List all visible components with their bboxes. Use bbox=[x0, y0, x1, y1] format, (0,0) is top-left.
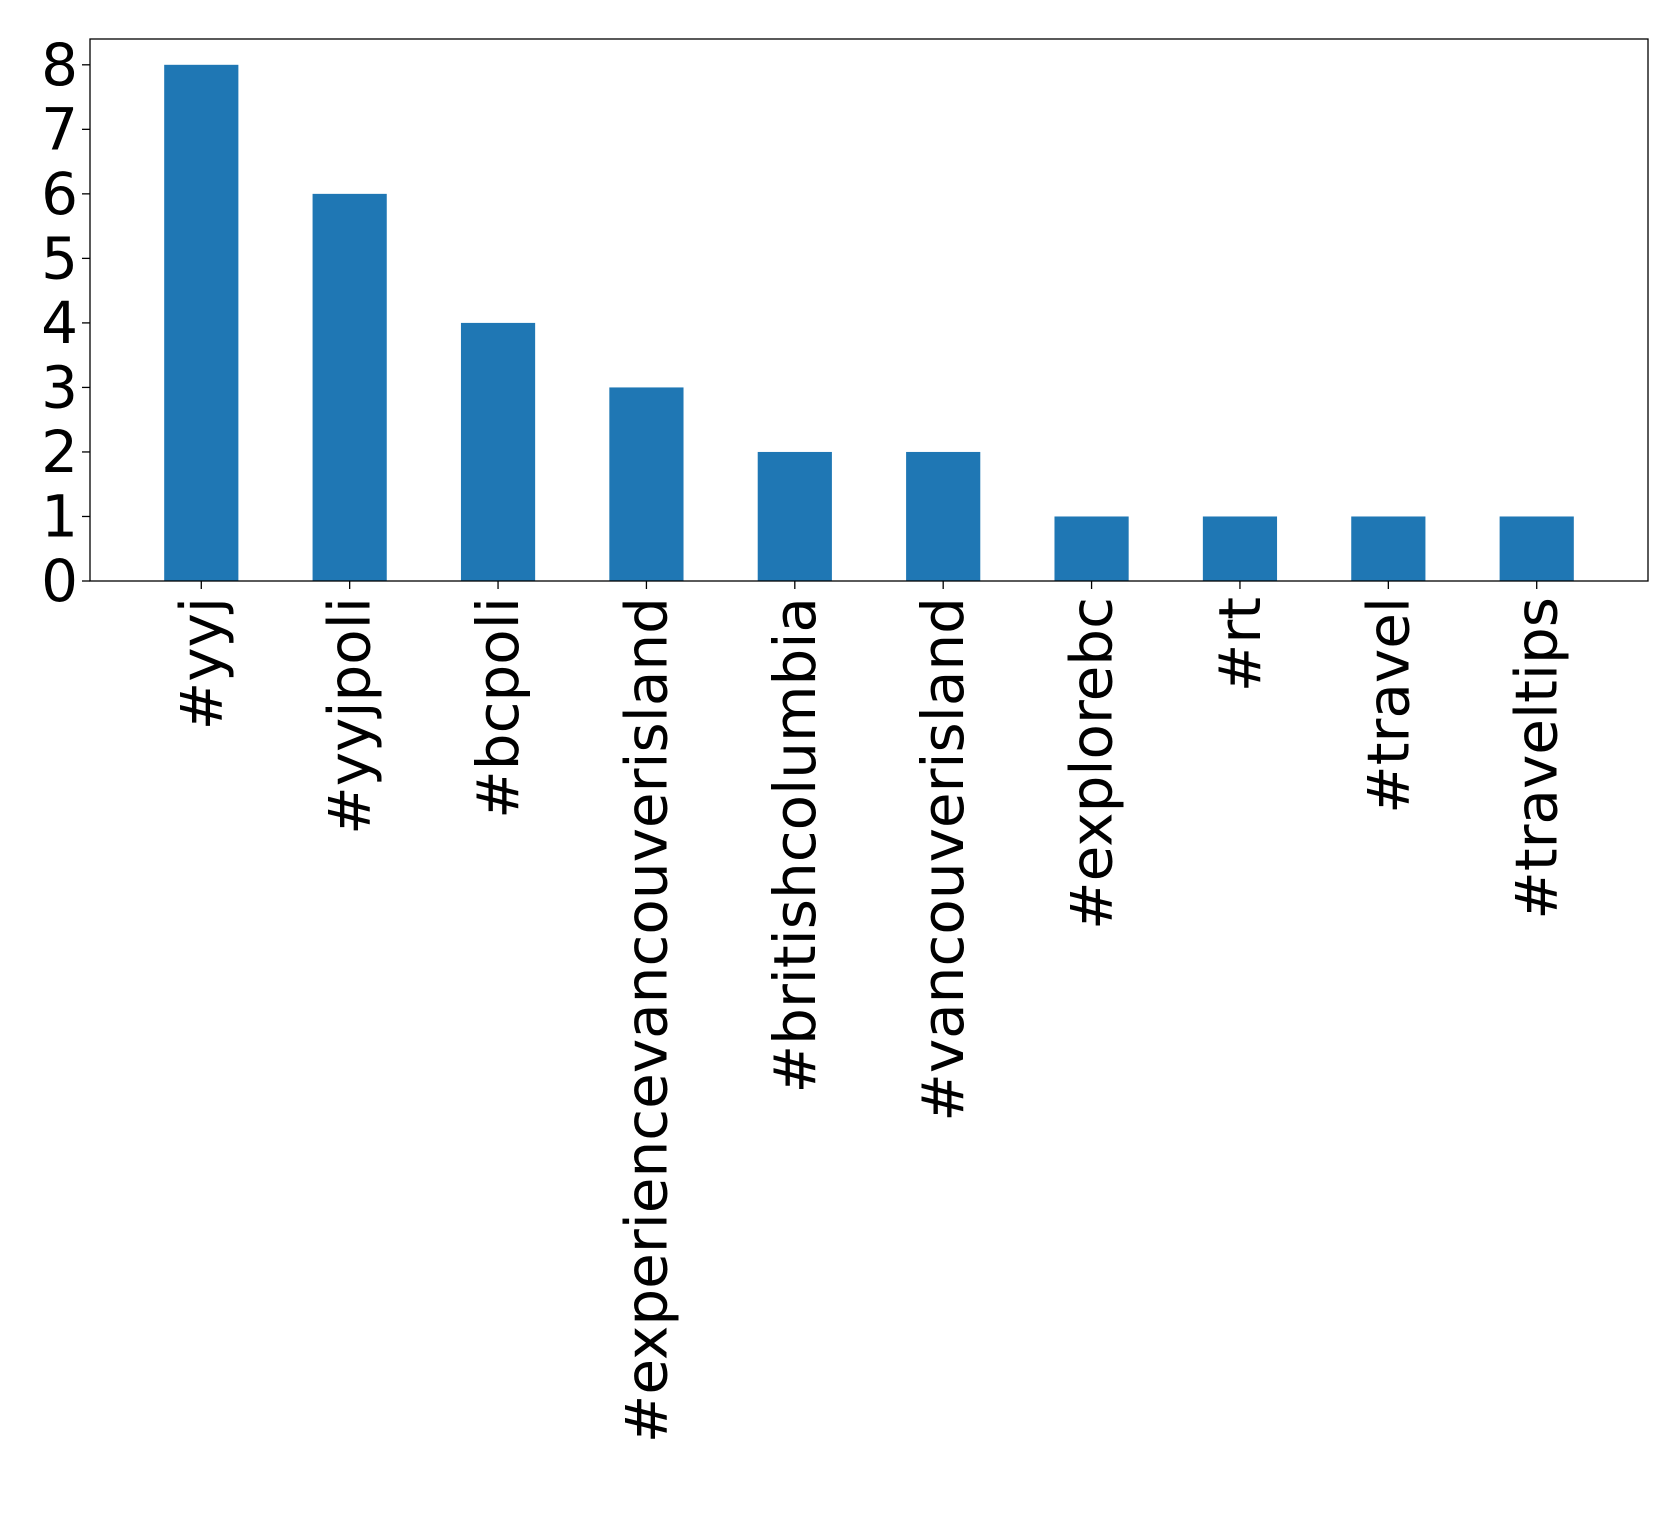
y-tick-label: 2 bbox=[41, 418, 78, 486]
x-axis: #yyj #yyjpoli #bcpoli #experiencevancouveri… bbox=[167, 581, 1571, 1443]
bar-yyj bbox=[164, 64, 239, 581]
x-tick-label-yyj: #yyj bbox=[167, 597, 235, 730]
x-tick-label-vancouverisland: #vancouverisland bbox=[909, 597, 977, 1122]
y-tick-label: 1 bbox=[41, 482, 78, 550]
x-tick-label-experiencevancouverisland: #experiencevancouverisland bbox=[612, 597, 680, 1443]
y-tick-label: 5 bbox=[41, 224, 78, 292]
plot-frame bbox=[89, 38, 1649, 582]
bar-britishcolumbia bbox=[757, 451, 832, 581]
bars-group bbox=[164, 64, 1574, 582]
y-tick-label: 7 bbox=[41, 95, 78, 163]
y-tick-label: 6 bbox=[41, 160, 78, 228]
y-tick-label: 0 bbox=[41, 547, 78, 615]
x-tick-label-yyjpoli: #yyjpoli bbox=[316, 597, 384, 835]
x-tick-label-travel: #travel bbox=[1354, 597, 1422, 814]
y-tick-label: 4 bbox=[41, 289, 78, 357]
x-tick-label-rt: #rt bbox=[1206, 597, 1274, 692]
bar-yyjpoli bbox=[312, 193, 387, 582]
bar-traveltips bbox=[1499, 516, 1574, 581]
x-tick-label-bcpoli: #bcpoli bbox=[464, 597, 532, 819]
bar-experiencevancouverisland bbox=[609, 387, 684, 581]
bar-vancouverisland bbox=[906, 451, 981, 581]
x-tick-label-britishcolumbia: #britishcolumbia bbox=[761, 597, 829, 1093]
y-tick-label: 8 bbox=[41, 31, 78, 99]
bar-explorebc bbox=[1054, 516, 1129, 581]
bar-bcpoli bbox=[460, 322, 536, 581]
x-tick-label-traveltips: #traveltips bbox=[1503, 597, 1571, 920]
bar-rt bbox=[1202, 516, 1278, 581]
x-tick-label-explorebc: #explorebc bbox=[1058, 597, 1126, 930]
y-tick-label: 3 bbox=[41, 353, 78, 421]
bar-travel bbox=[1351, 516, 1426, 581]
